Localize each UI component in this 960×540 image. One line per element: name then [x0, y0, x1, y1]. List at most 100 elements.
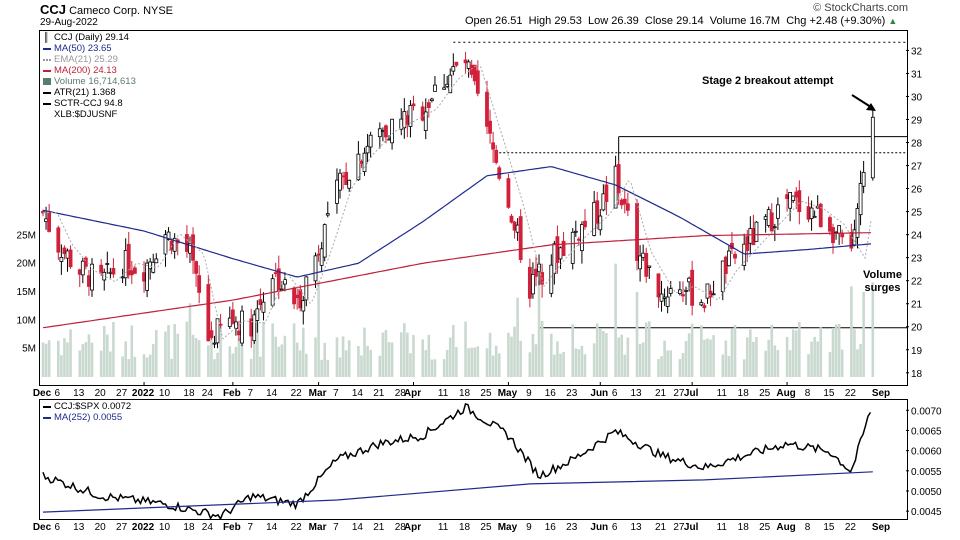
legend-label: CCJ (Daily) 29.14 — [54, 32, 129, 43]
y-tick-label: 32 — [911, 46, 923, 57]
candle-body — [283, 279, 287, 285]
candle-body — [644, 253, 649, 277]
candle-body — [59, 257, 64, 262]
volume-bar — [519, 340, 522, 377]
volume-bar — [448, 337, 452, 377]
volume-bar — [614, 263, 617, 377]
volume-bar — [773, 345, 777, 377]
y-tick-label: 19 — [911, 346, 923, 357]
candle-body — [570, 231, 575, 264]
x-tick-label: 21 — [655, 522, 667, 533]
candle-body — [678, 289, 682, 294]
line-swatch-icon — [43, 47, 51, 50]
volume-bar — [295, 342, 299, 377]
volume-bar — [669, 350, 673, 377]
volume-bar — [733, 325, 737, 377]
x-tick-label: 2022 — [132, 388, 155, 399]
volume-bar — [240, 344, 244, 377]
candle-body — [108, 271, 113, 274]
volume-bar — [78, 350, 82, 377]
candle-body — [83, 257, 88, 267]
x-tick-label: Aug — [776, 522, 795, 533]
x-tick-label: 21 — [373, 522, 385, 533]
volume-bar — [840, 349, 844, 377]
volume-bar — [687, 333, 691, 377]
volume-bar — [63, 338, 66, 377]
volume-bar — [378, 355, 382, 377]
y-tick-label: 18 — [911, 369, 923, 380]
candle-body — [111, 268, 116, 275]
volume-bar — [605, 333, 608, 377]
candle-body — [466, 61, 471, 69]
volume-bar — [785, 336, 789, 377]
x-tick-label: Dec — [33, 522, 52, 533]
candle-body — [322, 224, 327, 258]
volume-bar — [317, 280, 320, 377]
volume-bar — [433, 359, 437, 377]
volume-annotation: Volume surges — [863, 269, 902, 294]
volume-bar — [167, 325, 170, 377]
chart-date: 29-Aug-2022 — [40, 17, 98, 28]
low-value: 26.39 — [611, 15, 639, 27]
candle-body — [230, 309, 235, 324]
candle-body — [212, 342, 217, 345]
volume-bar — [859, 343, 862, 377]
volume-bar — [274, 336, 278, 377]
candle-body — [659, 293, 664, 302]
volume-bar — [326, 359, 330, 377]
candle-body — [405, 115, 410, 126]
volume-bar — [176, 333, 180, 377]
volume-bar — [185, 321, 189, 377]
x-tick-label: Apr — [404, 522, 421, 533]
volume-bar — [121, 356, 124, 377]
volume-bar — [81, 344, 85, 377]
x-tick-label: 8 — [805, 522, 811, 533]
candle-body — [120, 276, 125, 279]
x-tick-label: 13 — [73, 388, 85, 399]
x-tick-label: Mar — [309, 522, 327, 533]
volume-bar — [684, 341, 688, 377]
x-tick-label: 13 — [73, 522, 85, 533]
x-tick-label: 14 — [352, 522, 364, 533]
candle-body — [261, 301, 266, 313]
legend-item: XLB:$DJUSNF — [43, 109, 136, 120]
breakout-annotation: Stage 2 breakout attempt — [702, 75, 834, 87]
x-tick-label: 27 — [116, 388, 128, 399]
candle-body — [423, 111, 428, 131]
volume-bar — [366, 345, 369, 377]
volume-bar — [742, 359, 746, 377]
company-name: Cameco Corp. — [69, 5, 140, 17]
volume-bar — [467, 348, 470, 377]
candle-body — [855, 207, 860, 238]
candle-body — [347, 179, 352, 189]
candle-body — [341, 175, 345, 178]
candle-body — [185, 234, 189, 252]
volume-bar — [210, 333, 213, 377]
x-tick-label: 28 — [395, 388, 407, 399]
volume-tick-label: 5M — [22, 344, 36, 355]
price-legend: ║ CCJ (Daily) 29.14 MA(50) 23.65 EMA(21) 25… — [43, 32, 136, 120]
ratio-legend: CCJ:$SPX 0.0072 MA(252) 0.0055 — [43, 401, 131, 423]
volume-bar — [571, 324, 575, 377]
candle-body — [298, 289, 303, 309]
x-tick-label: 2022 — [132, 522, 155, 533]
volume-bar — [314, 337, 317, 377]
volume-bar — [834, 324, 838, 377]
volume-bar — [494, 345, 498, 377]
volume-bar — [562, 351, 565, 377]
volume-bar — [357, 346, 360, 377]
volume-bar — [112, 322, 115, 377]
volume-bar — [623, 354, 627, 377]
candle-body — [451, 66, 456, 72]
x-tick-label: 14 — [266, 522, 278, 533]
open-value: 26.51 — [494, 15, 523, 27]
candle-body — [625, 203, 630, 211]
candle-body — [132, 267, 137, 274]
legend-item: EMA(21) 25.29 — [43, 54, 136, 65]
legend-label: EMA(21) 25.29 — [54, 54, 118, 65]
volume-swatch-icon — [43, 78, 51, 85]
candle-body — [788, 192, 793, 209]
candle-body — [335, 179, 339, 204]
volume-bar — [341, 336, 345, 377]
candle-body — [209, 330, 214, 338]
